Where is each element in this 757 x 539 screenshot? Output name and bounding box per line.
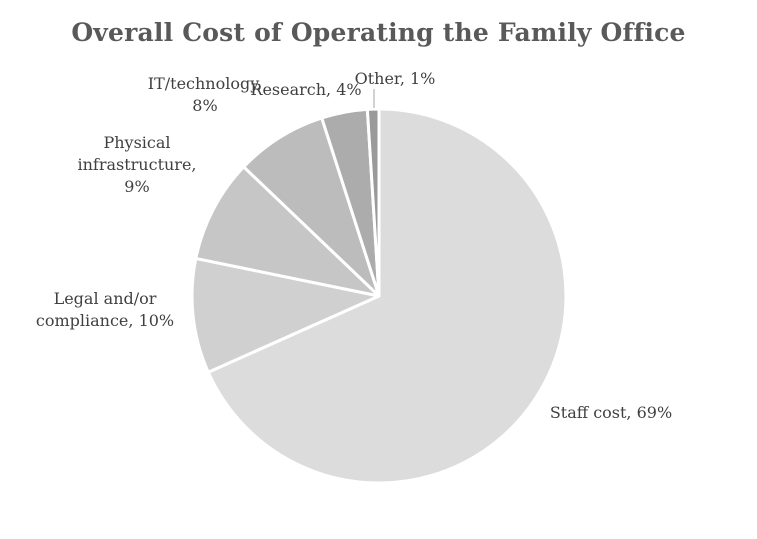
data-label-physical-infrastructure: Physical infrastructure, 9% (77, 133, 196, 196)
data-label-it-technology: IT/technology, 8% (148, 74, 262, 115)
pie-slice-it-technology (242, 116, 381, 298)
data-label-staff-cost: Staff cost, 69% (550, 403, 672, 422)
pie-slice-staff-cost (206, 107, 568, 485)
data-label-other: Other, 1% (355, 69, 436, 88)
pie-slice-physical-infrastructure (194, 165, 381, 298)
chart-title: Overall Cost of Operating the Family Off… (71, 18, 686, 47)
pie-slice-other (365, 107, 381, 298)
data-label-research: Research, 4% (250, 80, 361, 99)
data-label-legal-and-or-compliance: Legal and/or compliance, 10% (36, 289, 174, 330)
